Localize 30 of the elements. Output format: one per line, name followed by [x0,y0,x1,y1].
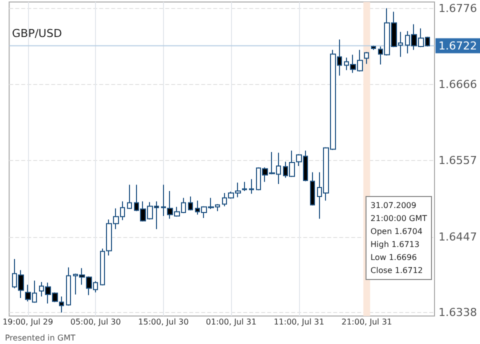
candlestick [310,172,315,206]
y-tick-label: 1.6666 [438,78,478,92]
x-tick-label: 11:00, Jul 31 [274,318,324,326]
annotation: Open 1.6704 [370,227,422,236]
candlestick [371,45,376,50]
y-tick-label: 1.6776 [438,2,478,15]
candlestick [127,184,132,210]
candlestick [188,196,193,211]
y-tick-label: 1.6557 [438,154,478,167]
x-tick-label: 21:00, Jul 31 [341,318,392,326]
ref-line-label: 1.6722 [438,39,478,52]
annotation: Close 1.6712 [370,266,423,275]
y-tick-label: 1.6338 [438,306,478,320]
text: Presented in GMT [5,334,76,342]
annotation: Low 1.6696 [370,253,417,262]
x-tick-label: 05:00, Jul 30 [70,318,121,326]
candlestick [100,248,105,286]
x-tick-label: 01:00, Jul 31 [206,318,256,326]
annotation: High 1.6713 [370,240,420,249]
candlestick [364,52,369,64]
y-tick-label: 1.6447 [438,230,478,244]
x-tick-label: 15:00, Jul 30 [138,318,189,326]
annotation: 21:00:00 GMT [370,214,428,223]
annotation: 31.07.2009 [370,201,416,210]
candlestick [242,181,247,192]
text: GBP/USD [12,27,62,40]
candlestick [249,178,254,194]
candlestick [161,184,166,216]
x-tick-label: 19:00, Jul 29 [2,318,54,326]
candlestick [66,266,71,306]
